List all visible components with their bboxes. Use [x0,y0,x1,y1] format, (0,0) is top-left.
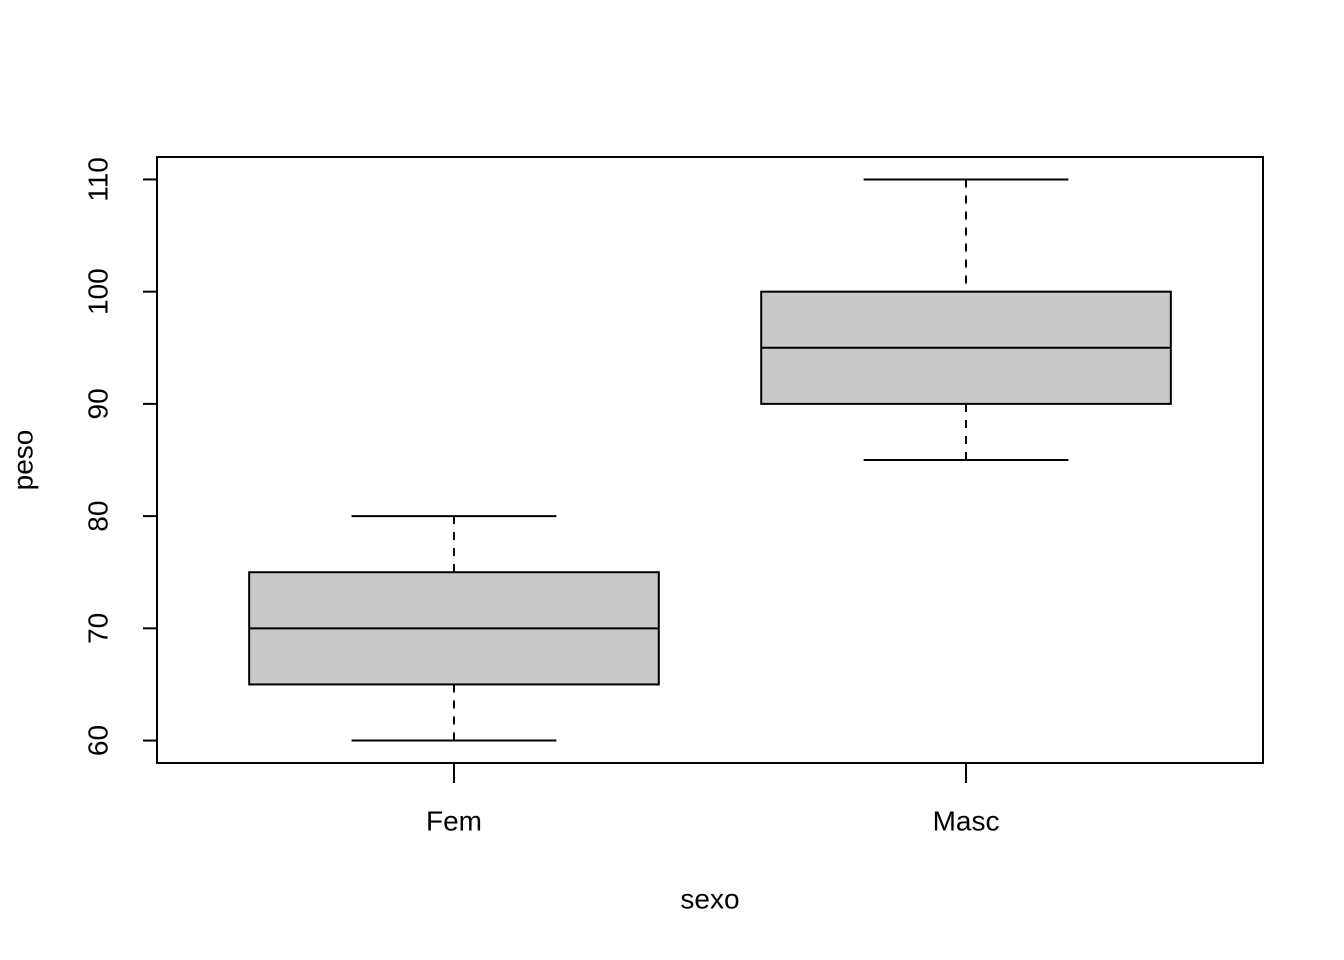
y-axis-title: peso [7,430,38,491]
y-tick-label: 60 [82,725,113,756]
y-tick-label: 110 [82,157,113,202]
y-tick-label: 100 [82,268,113,315]
x-tick-label: Fem [426,805,482,836]
y-tick-label: 70 [82,613,113,644]
x-tick-label: Masc [933,805,1000,836]
x-axis-title: sexo [680,883,739,914]
plot-frame [156,156,1264,764]
y-tick-label: 90 [82,388,113,419]
y-tick-label: 80 [82,501,113,532]
